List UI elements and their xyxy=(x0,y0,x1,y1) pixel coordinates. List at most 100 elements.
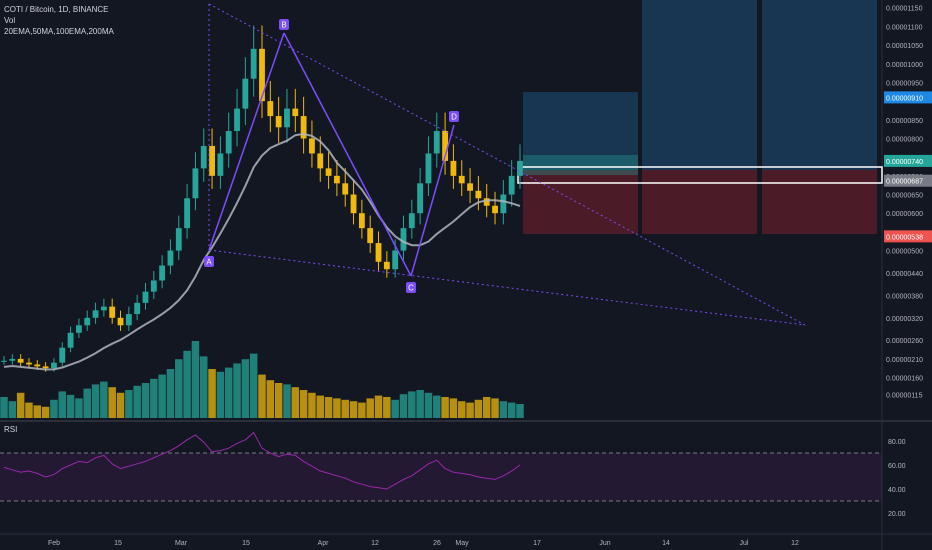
volume-bar xyxy=(507,402,516,418)
target-zone xyxy=(642,0,757,170)
volume-bar xyxy=(166,369,175,418)
volume-bar xyxy=(116,392,125,418)
volume-bar xyxy=(491,398,499,418)
candle-body xyxy=(9,358,16,361)
candle-body xyxy=(51,362,57,369)
candle-body xyxy=(483,198,490,206)
pattern-leg xyxy=(208,32,285,251)
volume-bar xyxy=(408,391,416,418)
volume-legend[interactable]: Vol xyxy=(4,16,16,25)
volume-bar xyxy=(233,363,241,418)
candle-body xyxy=(184,198,191,229)
time-tick: 12 xyxy=(371,540,379,547)
abcd-pattern: A B C D xyxy=(204,3,806,326)
candle-body xyxy=(467,183,473,191)
price-tag-bg xyxy=(884,154,932,167)
volume-bar xyxy=(83,388,91,418)
volume-bar xyxy=(191,341,200,418)
volume-bar xyxy=(466,402,474,418)
candle-body xyxy=(284,108,290,128)
time-tick: Jul xyxy=(740,540,749,547)
candle-body xyxy=(109,306,116,318)
stop-zone xyxy=(762,170,877,234)
candle-body xyxy=(325,168,332,176)
moving-average xyxy=(3,132,521,371)
ma-legend[interactable]: 20EMA,50MA,100EMA,200MA xyxy=(4,27,114,36)
volume-bar xyxy=(183,350,191,418)
volume-bar xyxy=(316,395,325,418)
time-tick: 14 xyxy=(662,540,670,547)
rsi-band xyxy=(0,453,882,501)
price-tick: 0.00000320 xyxy=(886,316,923,323)
target-zone xyxy=(762,0,877,170)
time-tick: Apr xyxy=(318,540,330,547)
price-tick: 0.00000800 xyxy=(886,136,923,143)
volume-bar xyxy=(8,401,17,418)
volume-bar xyxy=(108,387,116,418)
candle-body xyxy=(159,265,166,281)
rsi-line xyxy=(3,431,521,490)
rsi-legend[interactable]: RSI xyxy=(4,425,18,434)
stop-zone xyxy=(523,170,638,234)
candle-body xyxy=(259,48,265,102)
stop-zone xyxy=(642,170,757,234)
pattern-label-c: C xyxy=(408,284,414,293)
candle-body xyxy=(317,153,324,169)
price-tick: 0.00000910 xyxy=(886,95,923,102)
candle-body xyxy=(59,347,66,363)
volume-bar xyxy=(383,397,391,418)
volume-bar xyxy=(100,381,108,418)
lower-trendline xyxy=(208,249,806,326)
volume-bar xyxy=(441,397,449,418)
price-tick: 0.00000740 xyxy=(886,159,923,166)
volume-bar xyxy=(374,395,383,418)
volume-bar xyxy=(474,399,483,418)
time-axis[interactable]: Feb 15 Mar 15 Apr 12 26 May 17 Jun 14 Jul 12 xyxy=(48,540,799,547)
candle-body xyxy=(142,291,149,303)
candle-body xyxy=(292,108,299,117)
candle-body xyxy=(309,138,315,154)
volume-bar xyxy=(208,369,216,418)
volume-bar xyxy=(449,398,458,418)
time-tick: 26 xyxy=(433,540,441,547)
candle-body xyxy=(358,213,365,229)
candle-body xyxy=(67,332,74,348)
price-candles xyxy=(1,25,523,372)
candle-body xyxy=(42,366,49,369)
price-tag-bg xyxy=(884,174,932,187)
volume-bar xyxy=(150,378,158,418)
rsi-tick: 40.00 xyxy=(888,487,906,494)
volume-bar xyxy=(482,397,491,418)
candle-body xyxy=(450,160,457,176)
volume-bar xyxy=(50,399,58,418)
candle-body xyxy=(342,183,349,195)
volume-bar xyxy=(333,398,341,418)
rsi-tick: 80.00 xyxy=(888,439,906,446)
candle-body xyxy=(100,306,107,311)
candle-body xyxy=(442,131,449,161)
time-tick: Feb xyxy=(48,540,60,547)
price-tick: 0.00000440 xyxy=(886,271,923,278)
candle-body xyxy=(250,48,257,79)
pattern-label-bg xyxy=(204,256,214,267)
volume-bar xyxy=(299,390,308,418)
volume-bar xyxy=(324,397,333,418)
volume-bar xyxy=(249,353,258,418)
pattern-label-bg xyxy=(406,282,416,293)
candle-body xyxy=(492,205,498,214)
price-axis[interactable]: 0.00001150 0.00001100 0.00001050 0.00001000… xyxy=(884,6,932,518)
candle-body xyxy=(134,302,141,315)
price-tick: 0.00000600 xyxy=(886,211,923,218)
volume-bar xyxy=(33,405,42,418)
candle-body xyxy=(508,175,515,195)
candle-body xyxy=(267,101,274,117)
candle-body xyxy=(375,243,382,262)
price-tick: 0.00000950 xyxy=(886,80,923,87)
volume-bar xyxy=(424,392,433,418)
symbol-legend[interactable]: COTI / Bitcoin, 1D, BINANCE xyxy=(4,5,109,14)
price-tick: 0.00001050 xyxy=(886,43,923,50)
candle-body xyxy=(200,145,207,169)
candle-body xyxy=(458,175,465,184)
candle-body xyxy=(192,168,199,199)
